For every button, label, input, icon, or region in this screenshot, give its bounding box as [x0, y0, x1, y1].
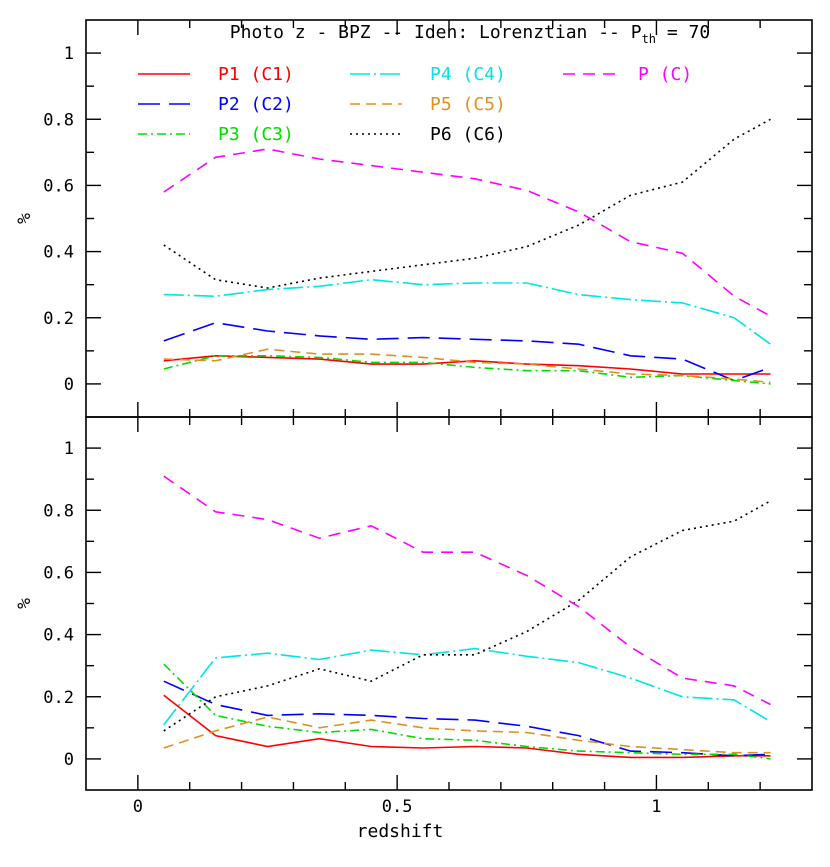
series-line-p [163, 148, 771, 317]
series-line-p4 [163, 278, 771, 345]
y-tick-label: 0.6 [43, 176, 74, 196]
y-tick-label: 0.4 [43, 626, 74, 646]
y-tick-label: 0.8 [43, 501, 74, 521]
title-subscript: th [642, 32, 656, 46]
y-axis-label: % [14, 598, 35, 609]
x-tick-label: 0.5 [382, 797, 413, 817]
y-tick-label: 0 [64, 750, 74, 770]
series-line-p3 [163, 354, 771, 385]
series-line-p6 [163, 118, 771, 289]
x-axis-label: redshift [357, 821, 444, 842]
y-tick-label: 1 [64, 439, 74, 459]
chart-title: Photo z - BPZ -- Iden: Lorenztian -- Pth… [230, 22, 710, 46]
y-tick-label: 1 [64, 44, 74, 64]
title-suffix: = 70 [656, 22, 710, 43]
title-main: Photo z - BPZ -- Iden: Lorenztian -- P [230, 22, 642, 43]
series-line-p2 [163, 321, 771, 382]
series-line-p3 [163, 663, 771, 760]
series-line-p6 [163, 500, 771, 732]
plot-frame [85, 416, 813, 791]
y-tick-label: 0.4 [43, 243, 74, 263]
legend-label-p6: P6 (C6) [430, 124, 506, 145]
legend-label-p5: P5 (C5) [430, 94, 506, 115]
legend-label-p: P (C) [638, 64, 692, 85]
y-tick-label: 0.6 [43, 563, 74, 583]
legend: P1 (C1) P2 (C2) P3 (C3) P4 (C4) P5 (C5) P6 (C… [138, 64, 692, 145]
y-tick-label: 0.8 [43, 110, 74, 130]
legend-label-p1: P1 (C1) [218, 64, 294, 85]
x-tick-label: 0 [133, 797, 143, 817]
top-panel: 0 0.2 0.4 0.6 0.8 1% [14, 19, 813, 418]
legend-label-p2: P2 (C2) [218, 94, 294, 115]
legend-label-p4: P4 (C4) [430, 64, 506, 85]
y-tick-label: 0.2 [43, 309, 74, 329]
bottom-panel: 0 0.2 0.4 0.6 0.8 1% 0 0.5 1 [14, 416, 813, 817]
series-line-p [163, 475, 771, 706]
y-tick-label: 0.2 [43, 688, 74, 708]
series-line-p1 [163, 694, 771, 759]
x-tick-label: 1 [651, 797, 661, 817]
series-line-p2 [163, 680, 771, 757]
series-line-p1 [163, 354, 771, 375]
series-line-p4 [163, 647, 771, 726]
series-line-p5 [163, 348, 771, 384]
legend-label-p3: P3 (C3) [218, 124, 294, 145]
y-axis-label: % [14, 213, 35, 224]
y-tick-label: 0 [64, 375, 74, 395]
